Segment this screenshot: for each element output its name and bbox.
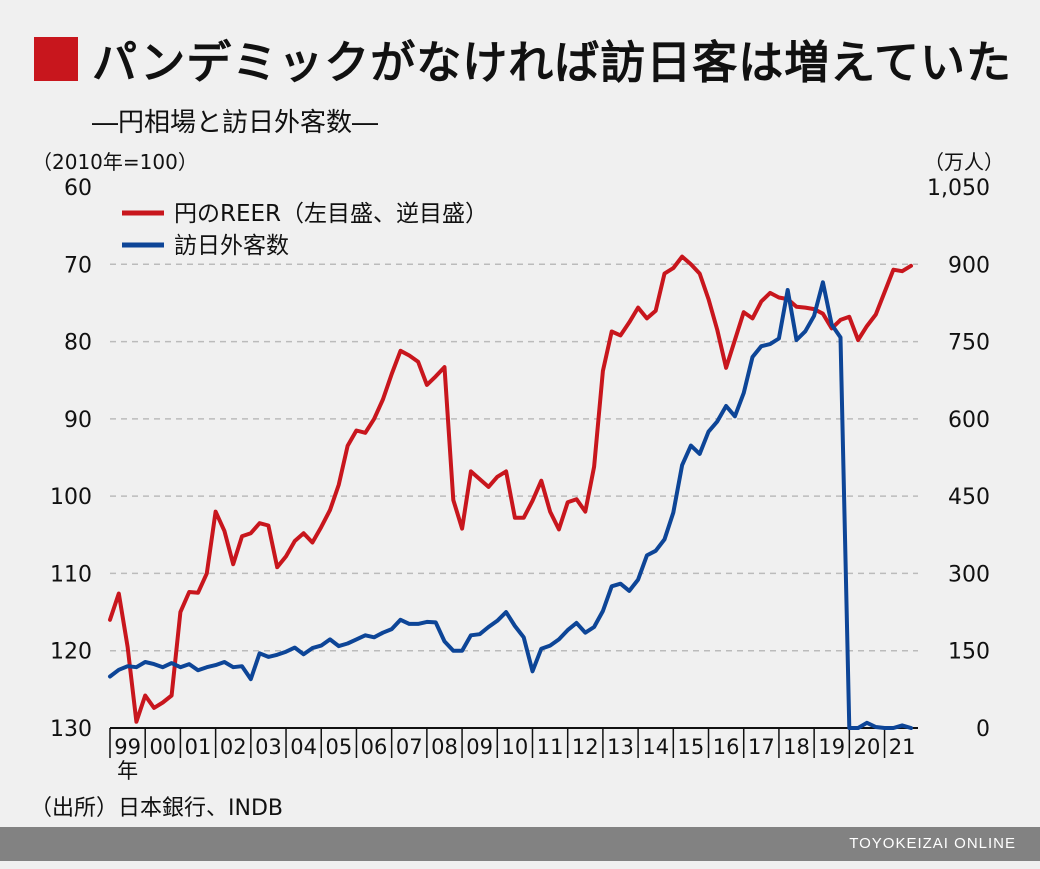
x-axis-tick-label: 11 — [537, 735, 564, 759]
x-axis-tick-label: 19 — [818, 735, 845, 759]
x-axis-tick-label: 17 — [748, 735, 775, 759]
x-axis-year-label: 年 — [117, 759, 138, 783]
left-axis-tick-label: 90 — [64, 408, 92, 433]
left-axis-tick-label: 130 — [50, 717, 92, 742]
right-axis-tick-label: 600 — [948, 408, 990, 433]
x-axis-tick-label: 07 — [396, 735, 423, 759]
chart-subtitle: ―円相場と訪日外客数― — [92, 108, 379, 138]
right-axis-unit: （万人） — [924, 150, 1004, 174]
title-text: パンデミックがなければ訪日客は増えていた — [92, 36, 1013, 89]
x-axis-tick-label: 03 — [255, 735, 282, 759]
right-axis-tick-label: 300 — [948, 562, 990, 587]
x-axis-tick-label: 13 — [607, 735, 634, 759]
title-marker-icon — [34, 36, 78, 81]
right-axis-tick-label: 900 — [948, 253, 990, 278]
x-axis-tick-label: 09 — [466, 735, 493, 759]
x-axis-tick-label: 99 — [114, 735, 141, 759]
left-axis-tick-label: 80 — [64, 331, 92, 356]
legend-label-reer: 円のREER（左目盛、逆目盛） — [174, 201, 488, 227]
visitors-series-line — [108, 280, 913, 730]
right-axis-tick-label: 0 — [976, 717, 990, 742]
left-axis-tick-label: 60 — [64, 176, 92, 201]
x-axis-tick-label: 00 — [149, 735, 176, 759]
footer-brand: TOYOKEIZAI ONLINE — [849, 835, 1016, 852]
x-axis-tick-label: 08 — [431, 735, 458, 759]
left-axis-tick-label: 120 — [50, 640, 92, 665]
x-axis-tick-label: 01 — [185, 735, 212, 759]
x-axis-tick-label: 14 — [642, 735, 669, 759]
reer-series-line — [108, 254, 913, 724]
x-axis-tick-label: 12 — [572, 735, 599, 759]
x-axis-tick-label: 06 — [361, 735, 388, 759]
right-axis-tick-label: 450 — [948, 485, 990, 510]
x-axis-tick-label: 15 — [678, 735, 705, 759]
x-axis-tick-label: 02 — [220, 735, 247, 759]
left-axis-tick-label: 110 — [50, 562, 92, 587]
chart-title: パンデミックがなければ訪日客は増えていた — [34, 26, 1012, 91]
left-axis-tick-label: 100 — [50, 485, 92, 510]
right-axis-tick-label: 1,050 — [927, 176, 990, 201]
legend-label-visitors: 訪日外客数 — [174, 233, 289, 259]
footer-bar: TOYOKEIZAI ONLINE — [0, 827, 1040, 861]
x-axis-tick-label: 05 — [325, 735, 352, 759]
x-axis-tick-label: 21 — [889, 735, 916, 759]
x-axis-tick-label: 10 — [502, 735, 529, 759]
x-axis-tick-label: 18 — [783, 735, 810, 759]
left-axis-tick-label: 70 — [64, 253, 92, 278]
right-axis-tick-label: 750 — [948, 331, 990, 356]
source-note: （出所）日本銀行、INDB — [30, 796, 283, 821]
left-axis-unit: （2010年=100） — [32, 150, 198, 174]
x-axis-tick-label: 16 — [713, 735, 740, 759]
right-axis-tick-label: 150 — [948, 640, 990, 665]
x-axis-tick-label: 20 — [854, 735, 881, 759]
x-axis-tick-label: 04 — [290, 735, 317, 759]
